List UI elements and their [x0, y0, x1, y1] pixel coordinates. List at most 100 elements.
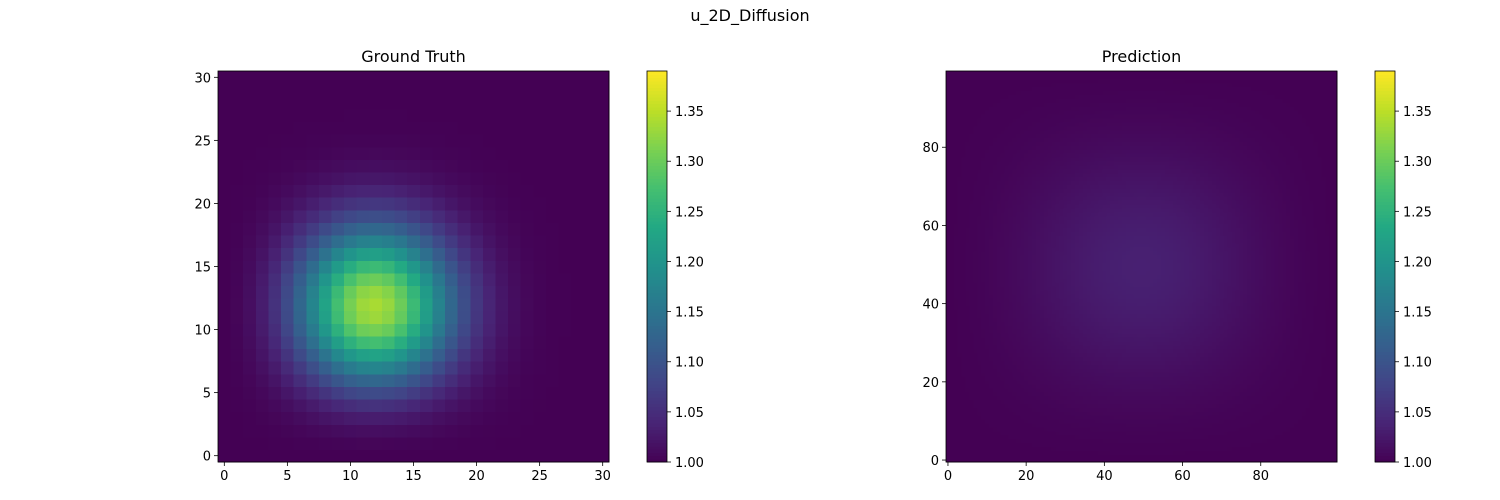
heatmap-cell: [1247, 352, 1252, 358]
heatmap-cell: [949, 344, 955, 350]
heatmap-cell: [957, 411, 963, 416]
colorbar-segment: [647, 233, 667, 238]
heatmap-cell: [1266, 430, 1272, 436]
heatmap-cell: [1145, 332, 1150, 338]
heatmap-cell: [369, 247, 383, 261]
heatmap-cell: [255, 146, 270, 160]
heatmap-cell: [1051, 375, 1057, 381]
heatmap-cell: [1235, 356, 1240, 361]
heatmap-cell: [1032, 403, 1037, 408]
heatmap-cell: [1121, 450, 1127, 455]
heatmap-cell: [331, 298, 345, 312]
heatmap-cell: [1192, 375, 1197, 381]
heatmap-cell: [1090, 340, 1096, 346]
heatmap-cell: [1329, 442, 1334, 447]
heatmap-cell: [1059, 325, 1064, 330]
heatmap-cell: [1153, 415, 1158, 420]
heatmap-cell: [1161, 383, 1166, 389]
heatmap-cell: [306, 121, 320, 135]
heatmap-cell: [1258, 329, 1264, 334]
heatmap-cell: [981, 407, 986, 412]
heatmap-cell: [1137, 340, 1143, 346]
heatmap-cell: [1262, 356, 1268, 361]
heatmap-cell: [394, 222, 408, 236]
heatmap-cell: [1290, 391, 1295, 397]
heatmap-cell: [1290, 403, 1295, 408]
heatmap-cell: [992, 454, 998, 459]
heatmap-cell: [1164, 442, 1170, 447]
heatmap-cell: [1274, 446, 1279, 451]
heatmap-cell: [1266, 399, 1272, 404]
heatmap-cell: [969, 411, 974, 416]
heatmap-cell: [407, 83, 421, 97]
heatmap-cell: [533, 272, 547, 287]
heatmap-cell: [243, 209, 257, 223]
heatmap-cell: [293, 234, 307, 249]
heatmap-cell: [1168, 450, 1174, 455]
heatmap-cell: [1204, 340, 1209, 346]
heatmap-cell: [992, 309, 998, 315]
heatmap-cell: [1043, 375, 1049, 381]
heatmap-cell: [432, 272, 446, 287]
heatmap-cell: [1168, 383, 1174, 389]
heatmap-cell: [583, 361, 597, 375]
heatmap-cell: [1090, 372, 1096, 377]
colorbar-segment: [647, 240, 667, 245]
heatmap-cell: [965, 403, 971, 408]
heatmap-cell: [1250, 317, 1256, 322]
heatmap-cell: [1250, 336, 1256, 342]
heatmap-cell: [1161, 418, 1166, 424]
heatmap-cell: [255, 171, 270, 186]
heatmap-cell: [1114, 383, 1119, 389]
heatmap-cell: [1000, 375, 1006, 381]
heatmap-cell: [949, 336, 955, 342]
heatmap-cell: [1278, 348, 1283, 354]
heatmap-cell: [1196, 434, 1201, 440]
heatmap-cell: [1035, 383, 1041, 389]
heatmap-cell: [1313, 383, 1319, 389]
heatmap-cell: [1243, 356, 1248, 361]
heatmap-cell: [1118, 395, 1123, 401]
heatmap-cell: [1266, 340, 1272, 346]
heatmap-cell: [1250, 450, 1256, 455]
heatmap-cell: [583, 83, 597, 97]
heatmap-cell: [1223, 383, 1229, 389]
heatmap-cell: [583, 285, 597, 299]
heatmap-cell: [977, 379, 982, 385]
heatmap-cell: [1149, 454, 1154, 459]
heatmap-cell: [1274, 391, 1279, 397]
heatmap-cell: [1262, 403, 1268, 408]
heatmap-cell: [1286, 329, 1291, 334]
heatmap-cell: [1254, 375, 1260, 381]
heatmap-cell: [1309, 446, 1315, 451]
heatmap-cell: [1110, 399, 1115, 404]
heatmap-cell: [1137, 387, 1143, 393]
heatmap-cell: [1333, 403, 1338, 408]
heatmap-cell: [1051, 391, 1057, 397]
heatmap-cell: [1172, 348, 1178, 354]
heatmap-cell: [1102, 434, 1107, 440]
heatmap-cell: [318, 373, 333, 387]
heatmap-cell: [1329, 336, 1334, 342]
heatmap-cell: [596, 323, 610, 337]
heatmap-cell: [949, 415, 955, 420]
heatmap-cell: [1110, 426, 1115, 432]
heatmap-cell: [989, 411, 994, 416]
heatmap-cell: [1188, 418, 1193, 424]
heatmap-cell: [1247, 426, 1252, 432]
heatmap-cell: [1168, 454, 1174, 459]
heatmap-cell: [977, 415, 982, 420]
heatmap-cell: [558, 361, 572, 375]
heatmap-cell: [583, 159, 597, 173]
heatmap-cell: [1071, 446, 1076, 451]
heatmap-cell: [1063, 360, 1068, 365]
heatmap-cell: [1071, 344, 1076, 350]
heatmap-cell: [1133, 336, 1139, 342]
heatmap-cell: [1243, 411, 1248, 416]
heatmap-cell: [1098, 430, 1103, 436]
heatmap-cell: [1282, 313, 1287, 318]
heatmap-cell: [1282, 329, 1287, 334]
heatmap-cell: [1153, 372, 1158, 377]
heatmap-cell: [1153, 309, 1158, 315]
heatmap-cell: [1043, 411, 1049, 416]
